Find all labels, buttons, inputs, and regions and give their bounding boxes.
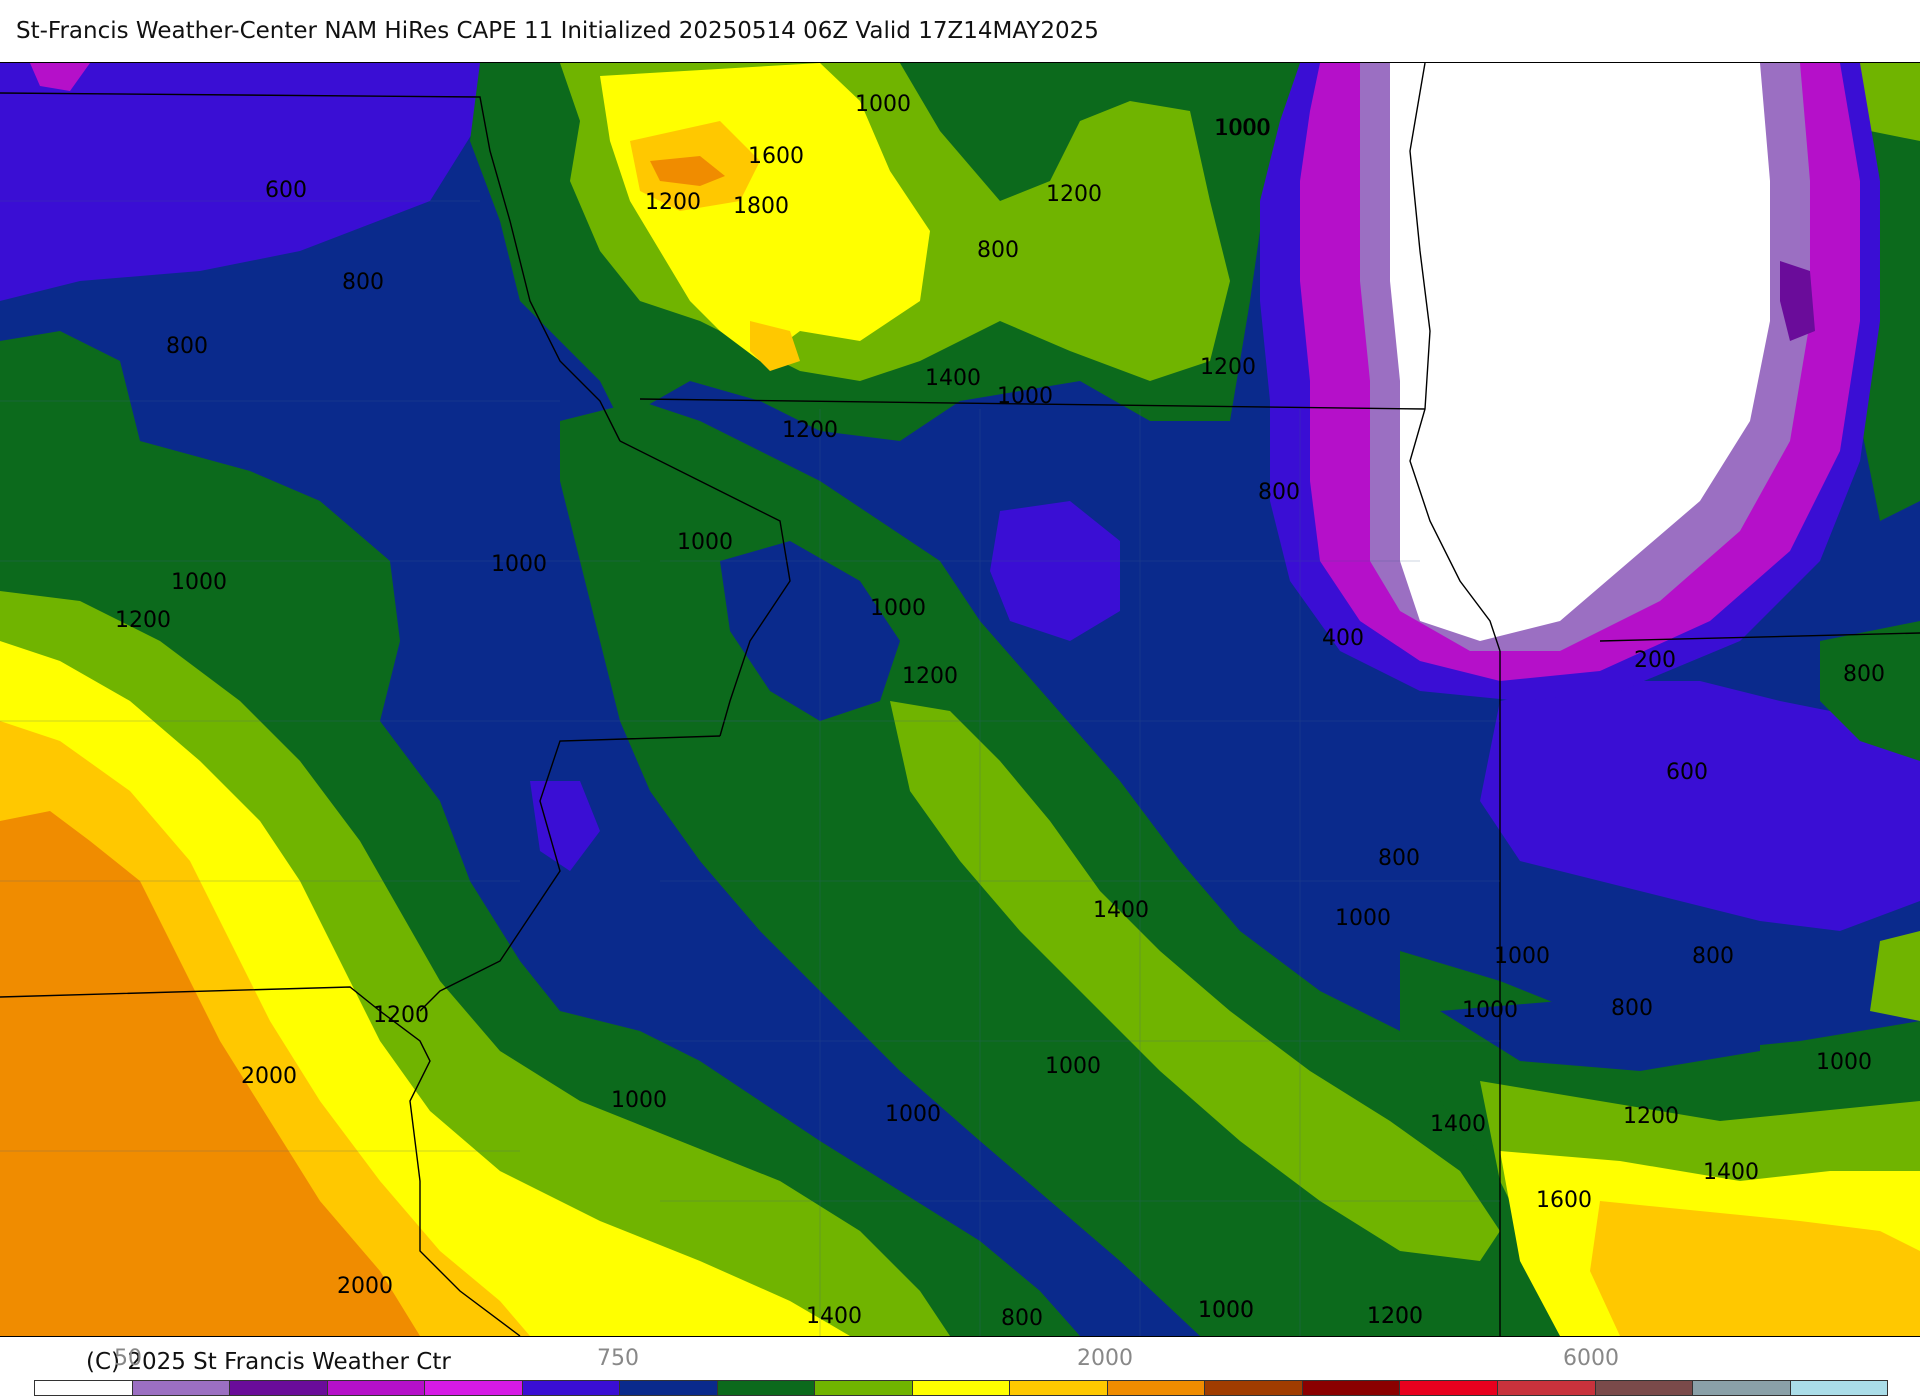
contour-label: 800 — [1692, 944, 1734, 969]
region-east-blue — [1480, 681, 1920, 931]
region-lake-purple-blob — [1780, 261, 1815, 341]
region-southeast-navy — [1440, 1001, 1760, 1071]
contour-label: 800 — [1001, 1306, 1043, 1331]
contour-label: 1000 — [1494, 944, 1550, 969]
region-west-deep-orange — [0, 811, 420, 1336]
region-southeast-orange — [1590, 1201, 1920, 1336]
contour-label: 800 — [1611, 996, 1653, 1021]
colorbar-swatch — [1400, 1381, 1498, 1395]
region-central-lime — [890, 701, 1500, 1261]
contour-label: 1000 — [677, 530, 733, 555]
contour-label: 400 — [1322, 626, 1364, 651]
contour-label: 1200 — [373, 1003, 429, 1028]
contour-label: 1000 — [1198, 1298, 1254, 1323]
colorbar-tick-label: 50 — [114, 1346, 142, 1371]
contour-label: 1000 — [1214, 116, 1270, 141]
region-central-blue — [990, 501, 1120, 641]
colorbar-tick-label: 2000 — [1077, 1346, 1133, 1371]
contour-label: 1000 — [491, 552, 547, 577]
contour-label: 800 — [977, 238, 1019, 263]
colorbar-swatch — [425, 1381, 523, 1395]
contour-label: 1000 — [1198, 1298, 1254, 1323]
colorbar-swatch — [815, 1381, 913, 1395]
colorbar-swatch — [1205, 1381, 1303, 1395]
map-canvas: 600 800 800 1000 1200 1200 1600 1800 100… — [0, 63, 1920, 1336]
contour-label: 1000 — [1462, 998, 1518, 1023]
region-central-navy — [720, 541, 900, 721]
contour-label: 1000 — [1816, 1050, 1872, 1075]
contour-label: 1400 — [1093, 898, 1149, 923]
contour-label: 1600 — [1536, 1188, 1592, 1213]
colorbar-swatch — [717, 1381, 816, 1395]
colorbar-swatch — [1497, 1381, 1596, 1395]
colorbar-swatch — [1595, 1381, 1694, 1395]
cape-map: 600 800 800 1000 1200 1200 1600 1800 100… — [0, 62, 1920, 1337]
state-boundaries — [0, 63, 1920, 1336]
contour-label: 200 — [1634, 648, 1676, 673]
region-north-deep-orange — [650, 156, 725, 186]
region-north-orange-b — [750, 321, 800, 371]
colorbar-swatch — [620, 1381, 718, 1395]
contour-label: 1600 — [748, 144, 804, 169]
colorbar-tick-label: 6000 — [1563, 1346, 1619, 1371]
colorbar-swatch — [132, 1381, 231, 1395]
colorbar-swatch — [522, 1381, 621, 1395]
contour-label: 800 — [1258, 480, 1300, 505]
colorbar-swatch — [35, 1381, 133, 1395]
contour-label: 1200 — [645, 190, 701, 215]
colorbar-swatch — [1302, 1381, 1401, 1395]
contour-label: 800 — [1378, 846, 1420, 871]
contour-label: 2000 — [241, 1064, 297, 1089]
copyright-text: (C) 2025 St Francis Weather Ctr — [86, 1349, 451, 1375]
contour-label: 800 — [166, 334, 208, 359]
colorbar-swatch — [912, 1381, 1011, 1395]
colorbar-swatch — [1790, 1381, 1888, 1395]
contour-label: 1400 — [925, 366, 981, 391]
contour-label: 1000 — [1335, 906, 1391, 931]
region-east-green — [1820, 621, 1920, 761]
contour-label: 1200 — [782, 418, 838, 443]
contour-label: 1000 — [171, 570, 227, 595]
contour-label: 600 — [1666, 760, 1708, 785]
contour-label: 1000 — [885, 1102, 941, 1127]
colorbar-tick-label: 750 — [597, 1346, 639, 1371]
contour-label: 1200 — [1367, 1304, 1423, 1329]
contour-label: 1000 — [611, 1088, 667, 1113]
contour-label: 1000 — [870, 596, 926, 621]
colorbar-swatch — [1693, 1381, 1791, 1395]
contour-label: 1000 — [855, 92, 911, 117]
contour-label: 1400 — [1430, 1112, 1486, 1137]
contour-label: 1200 — [1200, 355, 1256, 380]
contour-label: 1200 — [1623, 1104, 1679, 1129]
contour-label: 600 — [265, 178, 307, 203]
colorbar-swatch — [1107, 1381, 1206, 1395]
contour-label: 1000 — [1215, 116, 1271, 141]
contour-label: 1200 — [115, 608, 171, 633]
colorbar-swatch — [230, 1381, 328, 1395]
region-nw-magenta — [30, 63, 90, 91]
color-scale-bar — [34, 1380, 1888, 1396]
contour-label: 1200 — [1046, 182, 1102, 207]
region-nw-blue — [0, 63, 490, 301]
region-east-lime — [1870, 931, 1920, 1021]
colorbar-swatch — [1010, 1381, 1108, 1395]
contour-label: 1400 — [806, 1304, 862, 1329]
contour-label: 1000 — [997, 384, 1053, 409]
contour-label: 1200 — [902, 664, 958, 689]
contour-label: 2000 — [337, 1274, 393, 1299]
county-lines — [0, 200, 1500, 1336]
contour-labels: 600 800 800 1000 1200 1200 1600 1800 100… — [115, 92, 1885, 1331]
contour-label: 1400 — [1703, 1160, 1759, 1185]
contour-label: 1800 — [733, 194, 789, 219]
contour-label: 800 — [1843, 662, 1885, 687]
contour-label: 1000 — [1045, 1054, 1101, 1079]
contour-label: 800 — [342, 270, 384, 295]
colorbar-swatch — [327, 1381, 426, 1395]
contour-label: 1200 — [1367, 1304, 1423, 1329]
chart-title: St-Francis Weather-Center NAM HiRes CAPE… — [16, 18, 1099, 44]
region-lake-white — [1390, 63, 1770, 641]
region-west-blue — [530, 781, 600, 871]
